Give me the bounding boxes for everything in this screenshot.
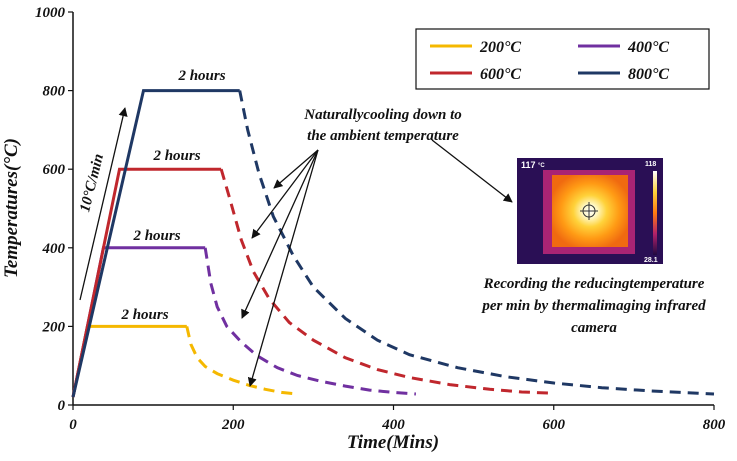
cooling-arrow-1 <box>273 149 319 189</box>
cooling-pointer-arrows <box>241 149 319 387</box>
x-ticks: 0 200 400 600 800 <box>69 405 726 433</box>
cooling-arrow-4 <box>247 149 319 387</box>
record-note-line2: per min by thermalimaging infrared <box>480 298 706 314</box>
series-400-cooling-line <box>203 247 417 396</box>
plateau-label-200: 2 hours <box>120 307 168 323</box>
legend-label-800: 800°C <box>628 66 669 83</box>
legend-label-400: 400°C <box>627 39 669 56</box>
x-tick-label-2: 400 <box>381 417 405 433</box>
camera-temp-unit: °C <box>538 163 545 169</box>
series-200-cooling-line <box>185 326 298 396</box>
series-layer <box>71 89 715 398</box>
cooling-note-line1: Naturallycooling down to <box>303 107 462 123</box>
axes: 0 200 400 600 800 0 200 400 600 800 1000 <box>35 5 726 433</box>
series-600-heating-line <box>71 167 222 398</box>
y-tick-label-5: 1000 <box>35 5 66 21</box>
y-ticks: 0 200 400 600 800 1000 <box>35 5 73 414</box>
series-800-heating-line <box>71 89 240 398</box>
record-note-line3: camera <box>571 320 617 336</box>
camera-current-temp: 117 <box>521 160 536 170</box>
y-tick-label-3: 600 <box>43 162 66 178</box>
y-tick-label-4: 800 <box>43 84 66 100</box>
legend-box <box>415 28 710 90</box>
series-200-heating-line <box>71 324 187 398</box>
plateau-label-600: 2 hours <box>152 148 200 164</box>
camera-scale-max: 118 <box>645 161 656 168</box>
series-800-cooling-line <box>238 90 715 396</box>
x-tick-label-1: 200 <box>221 417 245 433</box>
legend-label-600: 600°C <box>480 66 521 83</box>
cooling-arrow-3 <box>241 149 319 319</box>
camera-scale-min: 28.1 <box>644 257 658 264</box>
x-axis-title: Time(Mins) <box>347 432 439 453</box>
x-tick-label-3: 600 <box>543 417 566 433</box>
y-tick-label-0: 0 <box>58 398 66 414</box>
heating-rate-arrow <box>79 107 128 301</box>
legend: 200°C 400°C 600°C 800°C <box>415 28 710 90</box>
thermal-image: 117 °C 118 28.1 <box>517 158 663 264</box>
record-note-line1: Recording the reducingtemperature <box>483 276 705 292</box>
x-tick-label-4: 800 <box>703 417 726 433</box>
plateau-label-800: 2 hours <box>177 68 225 84</box>
y-tick-label-1: 200 <box>42 319 66 335</box>
cooling-note-line2: the ambient temperature <box>307 128 459 144</box>
cooling-arrow-2 <box>251 149 319 239</box>
y-axis-title: Temperatures(°C) <box>1 138 22 278</box>
legend-label-200: 200°C <box>479 39 521 56</box>
camera-pointer-arrow <box>431 139 513 203</box>
x-tick-label-0: 0 <box>69 417 77 433</box>
palette-scale-bar <box>653 171 657 255</box>
series-600-cooling-line <box>219 168 554 395</box>
y-tick-label-2: 400 <box>42 241 66 257</box>
plateau-label-400: 2 hours <box>132 228 180 244</box>
